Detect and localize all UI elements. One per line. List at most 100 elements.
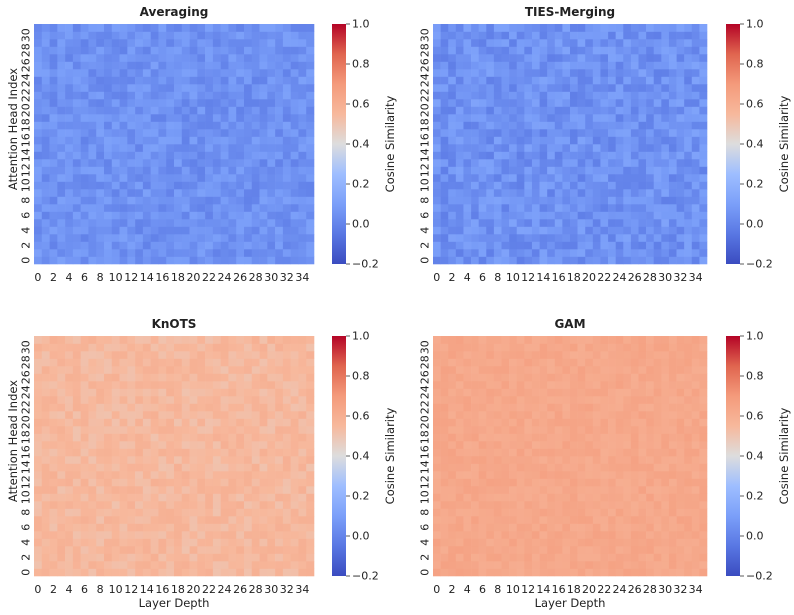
heatmap-cell	[57, 24, 66, 32]
heatmap-cell	[585, 441, 594, 449]
heatmap-cell	[668, 396, 677, 404]
heatmap-cell	[181, 219, 190, 227]
heatmap-cell	[699, 91, 708, 100]
heatmap-cell	[539, 69, 548, 77]
x-tick-label: 6	[479, 583, 486, 596]
heatmap-cell	[440, 508, 449, 517]
heatmap-cell	[661, 381, 670, 389]
heatmap-cell	[212, 166, 221, 175]
heatmap-cell	[49, 114, 58, 122]
heatmap-cell	[554, 433, 563, 442]
heatmap-cell	[585, 106, 594, 115]
heatmap-cell	[251, 39, 260, 47]
heatmap-cell	[448, 181, 457, 190]
heatmap-cell	[448, 121, 457, 130]
heatmap-cell	[80, 358, 89, 367]
heatmap-cell	[259, 159, 268, 167]
heatmap-cell	[197, 39, 206, 47]
heatmap-cell	[197, 358, 206, 367]
y-tick-label: 30	[20, 340, 33, 354]
heatmap-cell	[531, 373, 540, 382]
heatmap-cell	[463, 234, 472, 242]
heatmap-cell	[600, 343, 609, 352]
heatmap-cell	[181, 343, 190, 352]
heatmap-cell	[158, 196, 167, 205]
heatmap-cell	[306, 538, 315, 547]
heatmap-cell	[49, 196, 58, 205]
heatmap-cell	[205, 166, 214, 175]
heatmap-cell	[197, 106, 206, 115]
heatmap-cell	[88, 39, 97, 47]
heatmap-cell	[267, 166, 276, 175]
x-tick-label: 14	[140, 583, 154, 596]
heatmap-cell	[298, 433, 307, 442]
heatmap-cell	[181, 174, 190, 182]
heatmap-cell	[630, 121, 639, 130]
heatmap-cell	[471, 61, 479, 70]
heatmap-cell	[493, 388, 502, 397]
heatmap-cell	[516, 358, 525, 367]
heatmap-cell	[478, 159, 487, 167]
heatmap-cell	[684, 351, 693, 359]
heatmap-cell	[493, 403, 502, 412]
heatmap-cell	[158, 204, 167, 212]
heatmap-cell	[501, 76, 510, 85]
heatmap-cell	[592, 76, 601, 85]
heatmap-cell	[646, 226, 655, 235]
heatmap-cell	[189, 426, 198, 434]
colorbar-gradient	[332, 336, 346, 576]
heatmap-cell	[174, 121, 183, 130]
heatmap-cell	[684, 561, 693, 569]
heatmap-cell	[486, 39, 495, 47]
heatmap-cell	[562, 144, 571, 152]
heatmap-cell	[282, 546, 291, 554]
heatmap-cell	[562, 114, 571, 122]
heatmap-cell	[220, 159, 229, 167]
heatmap-cell	[72, 181, 81, 190]
heatmap-cell	[661, 54, 670, 62]
heatmap-cell	[691, 219, 700, 227]
heatmap-cell	[547, 486, 556, 494]
heatmap-cell	[661, 531, 670, 539]
heatmap-cell	[96, 234, 105, 242]
x-tick-label: 10	[506, 583, 520, 596]
heatmap-cell	[212, 411, 221, 419]
heatmap-cell	[298, 76, 307, 85]
heatmap-cell	[478, 204, 487, 212]
heatmap-cell	[65, 211, 74, 220]
heatmap-cell	[668, 336, 677, 344]
heatmap-cell	[197, 54, 206, 62]
heatmap-cell	[478, 39, 487, 47]
heatmap-cell	[41, 351, 50, 359]
heatmap-cell	[72, 418, 81, 427]
heatmap-cell	[189, 219, 198, 227]
heatmap-cell	[197, 166, 206, 175]
heatmap-cell	[455, 99, 464, 107]
heatmap-cell	[684, 234, 693, 242]
heatmap-cell	[267, 204, 276, 212]
heatmap-cell	[282, 204, 291, 212]
heatmap-cell	[282, 256, 291, 265]
heatmap-cell	[554, 426, 563, 434]
heatmap-cell	[41, 211, 50, 220]
heatmap-cell	[691, 531, 700, 539]
heatmap-cell	[282, 553, 291, 562]
heatmap-cells	[34, 336, 315, 577]
heatmap-cell	[267, 91, 276, 100]
heatmap-cell	[585, 204, 594, 212]
heatmap-cell	[88, 448, 97, 457]
heatmap-cell	[592, 418, 601, 427]
heatmap-cell	[244, 463, 253, 472]
heatmap-cell	[630, 256, 639, 265]
y-tick-label: 10	[20, 490, 33, 504]
heatmap-cell	[119, 433, 128, 442]
heatmap-cell	[676, 241, 685, 250]
heatmap-cell	[547, 196, 556, 205]
heatmap-cell	[547, 538, 556, 547]
heatmap-cell	[174, 351, 183, 359]
heatmap-cell	[433, 31, 441, 40]
heatmap-cell	[189, 189, 198, 197]
heatmap-cell	[592, 54, 601, 62]
heatmap-cell	[448, 54, 457, 62]
heatmap-cell	[88, 241, 97, 250]
